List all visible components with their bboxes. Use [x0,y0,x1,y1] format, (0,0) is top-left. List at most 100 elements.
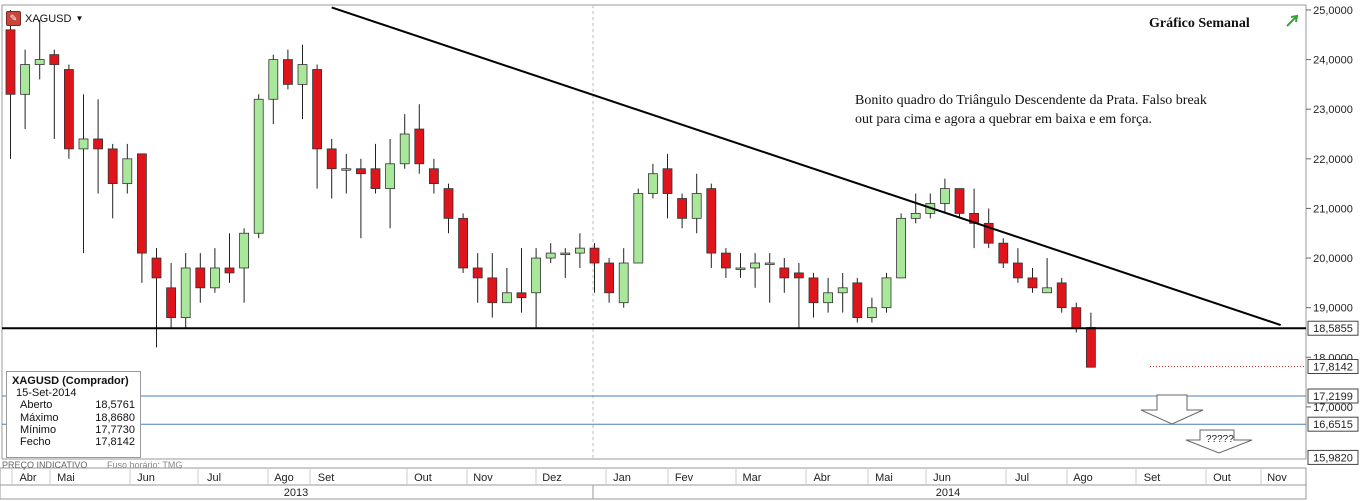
y-tick-label: 19,0000 [1313,303,1353,315]
candle [93,99,103,194]
candle-down-body [516,292,527,299]
candle-up-body [881,277,892,309]
plot-frame [1,4,1307,460]
candle [881,272,892,313]
month-label: Nov [1267,472,1287,484]
candle-down-body [808,277,819,304]
candle [195,253,206,303]
candle [691,173,702,234]
candle [107,143,118,219]
chart-title: Gráfico Semanal [1149,16,1250,31]
candle-up-body [691,193,702,219]
price-tag-label: 17,8142 [1313,362,1353,374]
candle [618,248,629,308]
candle-up-body [648,173,658,194]
candle-down-body [983,222,994,244]
candle-up-body [385,163,396,189]
candle [355,158,366,239]
candle [341,153,352,194]
price-tag: 15,9820 [1307,449,1359,465]
candle [648,163,658,199]
down-arrow-1 [1140,394,1204,425]
candle-up-body [823,292,833,304]
candle [166,263,177,328]
price-tag-box [1307,449,1359,465]
candle-up-body [896,217,906,279]
candle [545,243,556,264]
candle-up-body [297,64,308,85]
candle-up-body [122,158,133,185]
candle-up-body [837,287,848,294]
candle [575,233,585,268]
info-value: 17,8142 [95,436,135,449]
y-tick-label: 17,0000 [1313,402,1353,414]
candle-up-body [735,267,746,270]
info-value: 17,7730 [95,423,135,436]
candle-down-body [998,242,1009,264]
y-tick-label: 23,0000 [1313,104,1353,116]
candle-down-body [1027,277,1038,289]
candle-up-body [501,292,512,304]
candle-up-body [1042,287,1052,294]
month-label: Abr [19,472,36,484]
candle-down-body [370,168,381,189]
info-box: XAGUSD (Comprador) 15-Set-2014 Aberto 18,… [6,371,141,458]
price-tag: 17,2199 [1307,388,1359,404]
candle [282,49,293,90]
candle-up-body [633,193,644,264]
info-date: 15-Set-2014 [12,387,135,399]
candle-up-body [209,267,220,289]
candle-down-body [706,188,717,254]
info-label: Mínimo [20,423,57,436]
year-label: 2014 [936,487,960,499]
year-label: 2013 [284,487,308,499]
y-tick-label: 24,0000 [1313,55,1353,67]
month-label: Fev [675,472,694,484]
triangle-down-icon[interactable]: ▼ [75,14,84,23]
green-arrow-icon[interactable] [1286,14,1299,27]
candle [896,213,906,279]
candle-down-body [355,168,366,175]
candle [706,183,717,268]
candle-down-body [443,188,454,219]
pencil-icon[interactable]: ✎ [6,11,21,26]
candle-up-body [268,59,279,100]
symbol-selector[interactable]: ✎ XAGUSD ▼ [6,11,83,26]
info-row: Máximo 18,8680 [12,412,135,424]
candle [764,253,775,303]
candle [516,248,527,313]
candle [443,183,454,234]
candle-up-body [560,252,571,255]
candle [370,143,381,194]
candle [531,248,541,328]
candle [1086,312,1096,368]
candle [1056,277,1067,313]
candle [414,104,425,174]
info-row: Aberto 18,5761 [12,399,135,411]
candle [34,19,45,80]
candle [998,238,1009,268]
candle-down-body [312,69,323,150]
info-value: 18,5761 [95,399,135,412]
price-tag-label: 18,5855 [1313,323,1353,335]
info-header: XAGUSD (Comprador) [12,375,129,387]
candle-down-body [472,267,483,279]
month-label: Out [414,472,432,484]
price-tag-box [1307,359,1359,375]
candle-down-body [1013,262,1023,279]
price-tag-label: 16,6515 [1313,419,1353,431]
candle-down-body [326,148,337,170]
candle [487,253,498,318]
month-label: Jul [207,472,221,484]
month-label: Abr [813,472,830,484]
candle-up-body [341,168,352,171]
month-label: Jul [1015,472,1029,484]
candle-down-body [852,282,863,318]
candle-down-body [794,272,804,279]
candle [399,114,410,169]
y-tick-label: 20,0000 [1313,253,1353,265]
annotation-line-2: out para cima e agora a quebrar em baixa… [855,112,1152,127]
descending-trendline [331,6,1282,326]
candle-up-body [180,267,191,318]
footer-timezone: Fuso horário: TMG [107,460,182,470]
